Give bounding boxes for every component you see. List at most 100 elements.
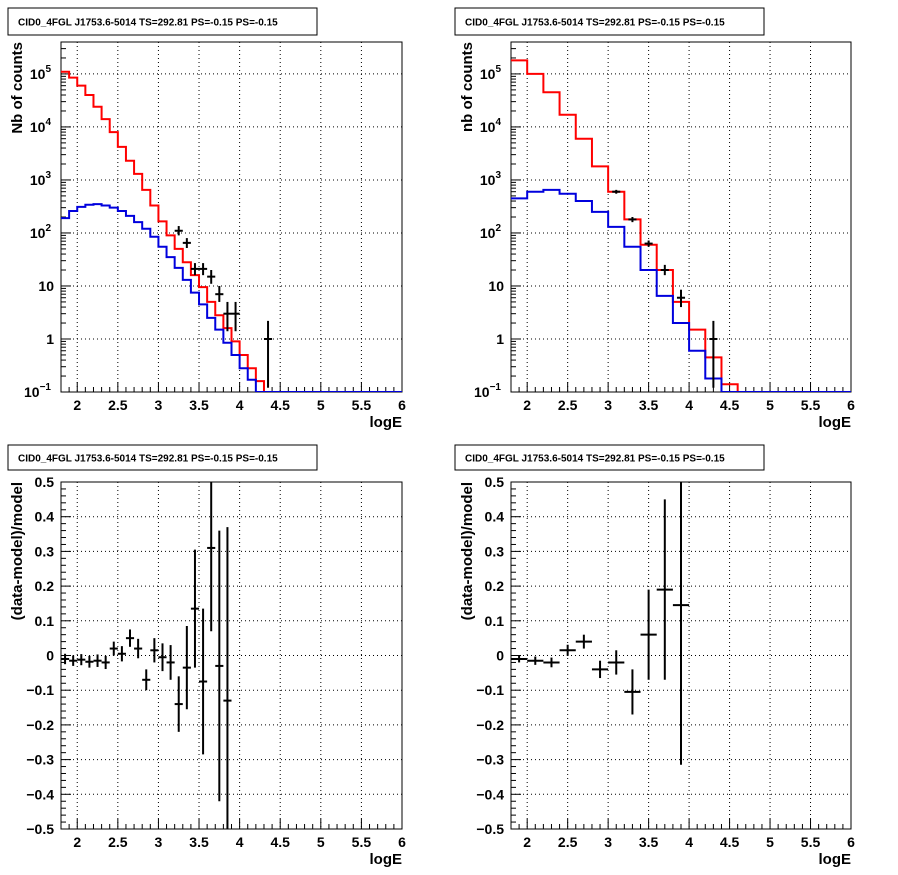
y-tick-label: 105 bbox=[480, 64, 502, 82]
data-points bbox=[511, 482, 690, 765]
data-point bbox=[644, 240, 653, 247]
data-point bbox=[199, 608, 208, 755]
x-tick-label: 5.5 bbox=[352, 834, 372, 850]
title-box bbox=[7, 444, 318, 471]
x-tick-label: 3.5 bbox=[639, 834, 659, 850]
data-point bbox=[511, 655, 528, 663]
y-tick-label: 0.4 bbox=[35, 509, 55, 525]
x-tick-label: 5.5 bbox=[801, 834, 821, 850]
y-tick-base: 10 bbox=[480, 172, 496, 188]
y-tick-label: 0.5 bbox=[35, 474, 55, 490]
y-tick-label: 0.4 bbox=[485, 509, 505, 525]
y-tick-label: −0.1 bbox=[26, 682, 54, 698]
y-tick-label: 10 bbox=[488, 278, 504, 294]
data-points bbox=[174, 226, 273, 388]
data-point bbox=[628, 217, 637, 223]
data-point bbox=[709, 320, 718, 388]
title-box bbox=[454, 444, 765, 471]
chart-title: CID0_4FGL J1753.6-5014 TS=292.81 PS=-0.1… bbox=[465, 18, 725, 29]
data-point bbox=[223, 301, 232, 332]
y-tick-label: 105 bbox=[30, 64, 52, 82]
y-tick-base: 10 bbox=[480, 119, 496, 135]
plot-frame bbox=[60, 481, 403, 830]
data-point bbox=[166, 645, 175, 680]
y-tick-label: 0 bbox=[46, 648, 54, 664]
x-tick-label: 4 bbox=[685, 397, 693, 413]
y-tick-label: −0.3 bbox=[476, 752, 504, 768]
histogram-series-2 bbox=[511, 188, 851, 392]
data-point bbox=[190, 549, 200, 668]
chart-panel-4: 2 2.5 3 3.5 4 4.5 5 5.5 6 0.5 0.4 0.3 0.2 0.1 0 −0.1 −0.… bbox=[454, 444, 855, 868]
y-tick-label: 0.2 bbox=[485, 578, 505, 594]
grid-lines bbox=[61, 481, 403, 830]
plot-frame bbox=[60, 41, 403, 393]
x-tick-label: 6 bbox=[398, 834, 406, 850]
x-tick-label: 6 bbox=[847, 397, 855, 413]
x-tick-label: 2 bbox=[73, 834, 81, 850]
x-tick-label: 3.5 bbox=[189, 397, 209, 413]
x-tick-label: 5 bbox=[766, 834, 774, 850]
x-tick-label: 4.5 bbox=[720, 397, 740, 413]
axis-ticks bbox=[510, 481, 852, 830]
chart-panel-1: 2 2.5 3 3.5 4 4.5 5 5.5 610−1110102103104105logE… bbox=[7, 7, 406, 431]
x-tick-label: 4.5 bbox=[270, 397, 290, 413]
data-point bbox=[591, 660, 609, 679]
data-point bbox=[624, 669, 641, 715]
y-tick-label: 1 bbox=[46, 331, 54, 347]
plot-area bbox=[511, 482, 690, 765]
y-tick-label: −0.5 bbox=[26, 821, 54, 837]
y-tick-label: −0.2 bbox=[476, 717, 504, 733]
y-tick-base: 10 bbox=[30, 172, 46, 188]
x-tick-label: 2 bbox=[523, 834, 531, 850]
data-point bbox=[656, 499, 673, 680]
x-tick-label: 6 bbox=[847, 834, 855, 850]
y-tick-label: 0.3 bbox=[485, 543, 505, 559]
data-point bbox=[575, 634, 592, 649]
title-box bbox=[7, 7, 318, 36]
x-tick-label: 2.5 bbox=[558, 397, 578, 413]
x-tick-label: 4 bbox=[236, 834, 244, 850]
data-points bbox=[61, 482, 232, 829]
y-tick-base: 10 bbox=[30, 119, 46, 135]
y-tick-label: 0.3 bbox=[35, 543, 55, 559]
y-tick-exponent: −1 bbox=[490, 382, 502, 393]
y-tick-label: 0.5 bbox=[485, 474, 505, 490]
data-point bbox=[93, 654, 102, 667]
data-point bbox=[85, 655, 94, 668]
axis-ticks bbox=[60, 481, 403, 830]
y-tick-base: 10 bbox=[480, 225, 496, 241]
y-tick-label: 0.1 bbox=[35, 613, 55, 629]
x-tick-label: 3 bbox=[604, 834, 612, 850]
data-point bbox=[608, 650, 625, 675]
x-tick-label: 3.5 bbox=[189, 834, 209, 850]
y-tick-exponent: 3 bbox=[495, 170, 501, 181]
y-tick-base: 10 bbox=[30, 66, 46, 82]
histogram-series-2 bbox=[61, 203, 402, 392]
y-tick-label: 104 bbox=[30, 117, 52, 135]
y-tick-base: 10 bbox=[480, 66, 496, 82]
x-tick-label: 5.5 bbox=[801, 397, 821, 413]
data-point bbox=[134, 638, 143, 659]
x-tick-label: 2.5 bbox=[108, 834, 128, 850]
data-point bbox=[676, 289, 686, 308]
x-tick-label: 2 bbox=[73, 397, 81, 413]
y-tick-label: 104 bbox=[480, 117, 502, 135]
data-point bbox=[207, 270, 216, 284]
chart-title: CID0_4FGL J1753.6-5014 TS=292.81 PS=-0.1… bbox=[465, 454, 725, 465]
x-tick-label: 3 bbox=[155, 834, 163, 850]
y-tick-exponent: 4 bbox=[45, 117, 51, 128]
x-tick-label: 2.5 bbox=[558, 834, 578, 850]
data-point bbox=[215, 285, 224, 302]
data-point bbox=[640, 589, 657, 680]
y-tick-label: 0.1 bbox=[485, 613, 505, 629]
data-points bbox=[612, 189, 718, 388]
data-point bbox=[190, 263, 200, 276]
data-point bbox=[182, 626, 191, 710]
x-tick-label: 4.5 bbox=[270, 834, 290, 850]
data-point bbox=[612, 189, 621, 194]
histogram-series-1 bbox=[61, 70, 402, 392]
y-tick-label: −0.4 bbox=[476, 786, 504, 802]
data-point bbox=[77, 654, 86, 666]
